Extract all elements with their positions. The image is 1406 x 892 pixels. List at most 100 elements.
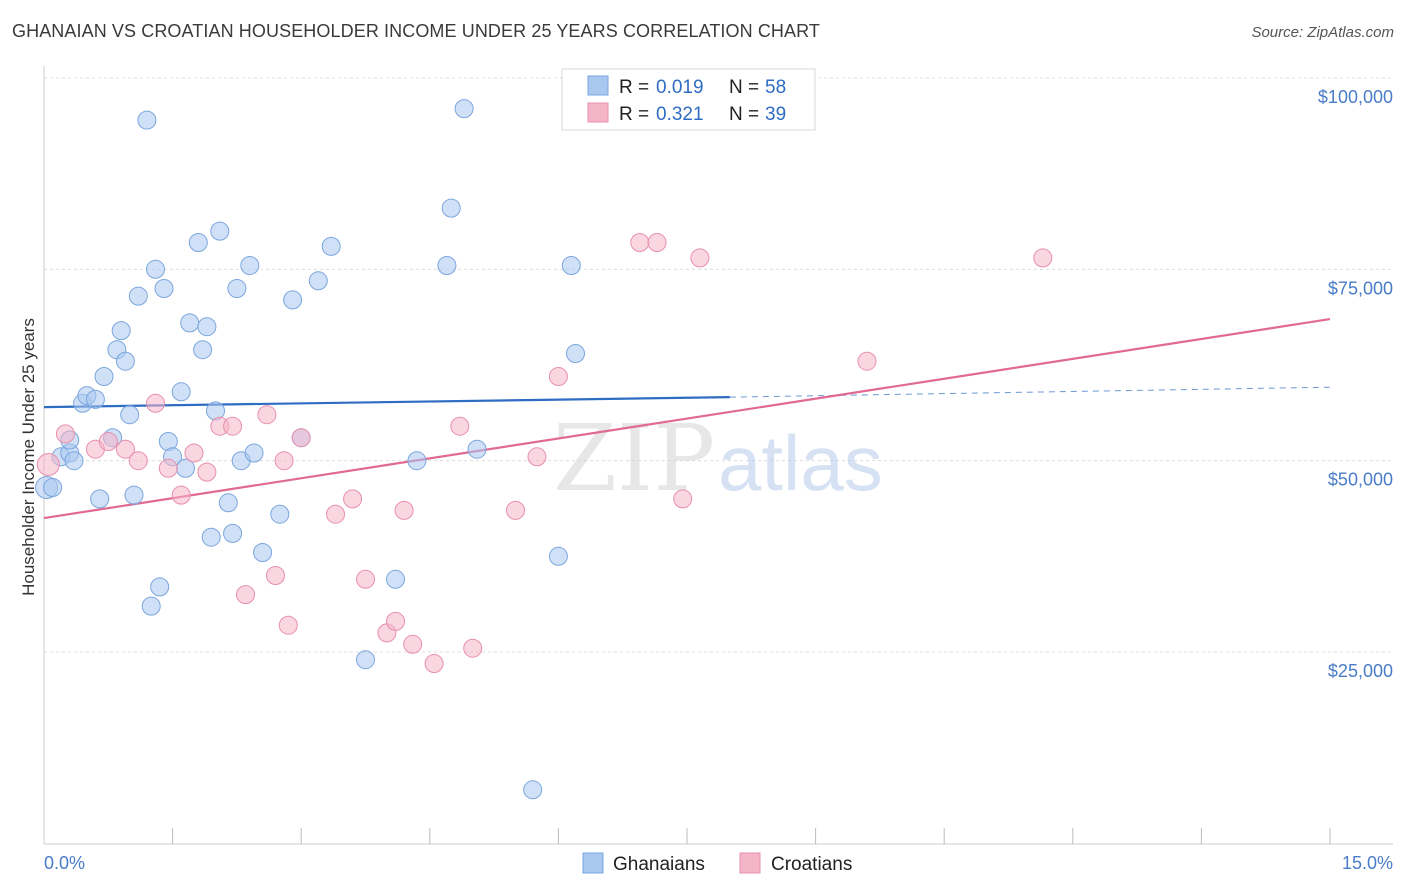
data-point-ghanaians [283, 290, 303, 310]
trendline-ghanaians-extension [729, 386, 1331, 398]
data-point-ghanaians [94, 367, 114, 386]
data-point-ghanaians [467, 439, 487, 459]
legend-swatch-ghanaians [587, 75, 609, 96]
y-tick-label: $100,000 [1318, 87, 1393, 107]
stats-legend: R = 0.019 N = 58 R = 0.321 N = 39 [561, 68, 816, 131]
y-axis-label: Householder Income Under 25 years [19, 318, 38, 596]
data-point-ghanaians [356, 650, 375, 670]
y-tick-label: $25,000 [1328, 661, 1393, 681]
x-tick-label-min: 0.0% [44, 853, 85, 873]
data-point-croatians [236, 585, 255, 605]
data-point-croatians [450, 416, 470, 436]
legend-r-value-ghanaians: 0.019 [656, 77, 704, 98]
data-point-ghanaians [386, 569, 405, 589]
data-point-ghanaians [240, 256, 260, 275]
data-point-croatians [36, 453, 60, 476]
data-point-ghanaians [197, 317, 217, 337]
data-point-croatians [115, 439, 135, 459]
data-point-croatians [98, 432, 118, 451]
data-point-ghanaians [561, 256, 581, 275]
data-point-ghanaians [180, 313, 200, 333]
data-point-ghanaians [218, 493, 238, 513]
data-point-ghanaians [253, 543, 273, 562]
data-point-croatians [55, 424, 75, 444]
data-point-ghanaians [154, 279, 174, 298]
data-point-croatians [630, 233, 650, 252]
bottom-legend-swatch-croatians [739, 852, 761, 874]
data-point-ghanaians [146, 259, 165, 279]
legend-swatch-croatians [587, 102, 609, 123]
data-point-ghanaians [566, 344, 585, 363]
watermark-atlas: atlas [718, 419, 883, 507]
data-point-ghanaians [441, 198, 461, 218]
bottom-legend-swatch-ghanaians [582, 852, 604, 874]
data-point-ghanaians [321, 236, 341, 256]
data-point-croatians [506, 500, 525, 520]
legend-r-label-ghanaians: R = [619, 77, 649, 98]
data-point-croatians [274, 451, 294, 471]
data-point-ghanaians [171, 382, 191, 402]
data-point-croatians [424, 654, 444, 673]
data-point-croatians [266, 566, 285, 585]
y-tick-label: $75,000 [1328, 278, 1393, 298]
data-point-ghanaians [270, 504, 290, 524]
data-point-ghanaians [64, 451, 84, 471]
data-point-ghanaians [193, 340, 213, 360]
data-point-croatians [146, 393, 165, 413]
series-ghanaians [35, 99, 585, 800]
legend-n-label-croatians: N = [729, 104, 759, 125]
legend-n-value-croatians: 39 [765, 104, 786, 125]
data-point-croatians [158, 458, 178, 478]
data-point-croatians [257, 405, 277, 425]
data-point-croatians [278, 615, 298, 635]
trendline-croatians [43, 317, 1331, 520]
data-point-croatians [394, 500, 414, 520]
data-point-ghanaians [407, 451, 427, 471]
chart-title: GHANAIAN VS CROATIAN HOUSEHOLDER INCOME … [12, 21, 821, 41]
data-point-ghanaians [115, 351, 135, 371]
data-point-ghanaians [85, 389, 105, 409]
data-point-ghanaians [201, 527, 221, 547]
data-point-croatians [647, 233, 667, 252]
data-point-ghanaians [244, 443, 264, 463]
data-point-croatians [326, 504, 345, 524]
data-point-ghanaians [223, 523, 243, 543]
data-point-ghanaians [227, 279, 247, 298]
data-point-croatians [527, 447, 547, 467]
y-tick-label: $50,000 [1328, 470, 1393, 490]
watermark: ZIP atlas [553, 405, 883, 512]
data-point-ghanaians [141, 596, 161, 616]
data-point-ghanaians [90, 489, 110, 509]
legend-n-label-ghanaians: N = [729, 77, 759, 98]
data-point-croatians [223, 416, 243, 436]
data-point-croatians [463, 638, 483, 658]
data-point-ghanaians [523, 780, 543, 800]
bottom-legend-label-ghanaians: Ghanaians [613, 854, 705, 875]
series-croatians [36, 233, 1053, 673]
source-credit: Source: ZipAtlas.com [1251, 24, 1394, 41]
data-point-ghanaians [120, 405, 140, 425]
data-point-ghanaians [43, 478, 63, 497]
data-point-croatians [128, 451, 148, 471]
data-point-ghanaians [137, 110, 157, 130]
grid-layer [44, 77, 1393, 653]
data-point-ghanaians [548, 546, 568, 566]
legend-n-value-ghanaians: 58 [765, 77, 786, 98]
data-point-croatians [403, 634, 423, 654]
data-point-croatians [197, 462, 217, 482]
data-point-croatians [291, 428, 311, 448]
data-point-croatians [857, 351, 877, 371]
legend-r-value-croatians: 0.321 [656, 104, 704, 125]
legend-r-label-croatians: R = [619, 104, 649, 125]
bottom-legend-label-croatians: Croatians [771, 854, 852, 875]
points-layer [35, 99, 1053, 800]
data-point-ghanaians [437, 256, 457, 275]
data-point-croatians [1033, 248, 1053, 268]
data-point-ghanaians [210, 221, 230, 241]
data-point-croatians [356, 569, 375, 589]
data-point-croatians [690, 248, 710, 268]
data-point-croatians [184, 443, 204, 463]
data-point-ghanaians [128, 286, 148, 306]
series-legend: Ghanaians Croatians [582, 852, 852, 875]
